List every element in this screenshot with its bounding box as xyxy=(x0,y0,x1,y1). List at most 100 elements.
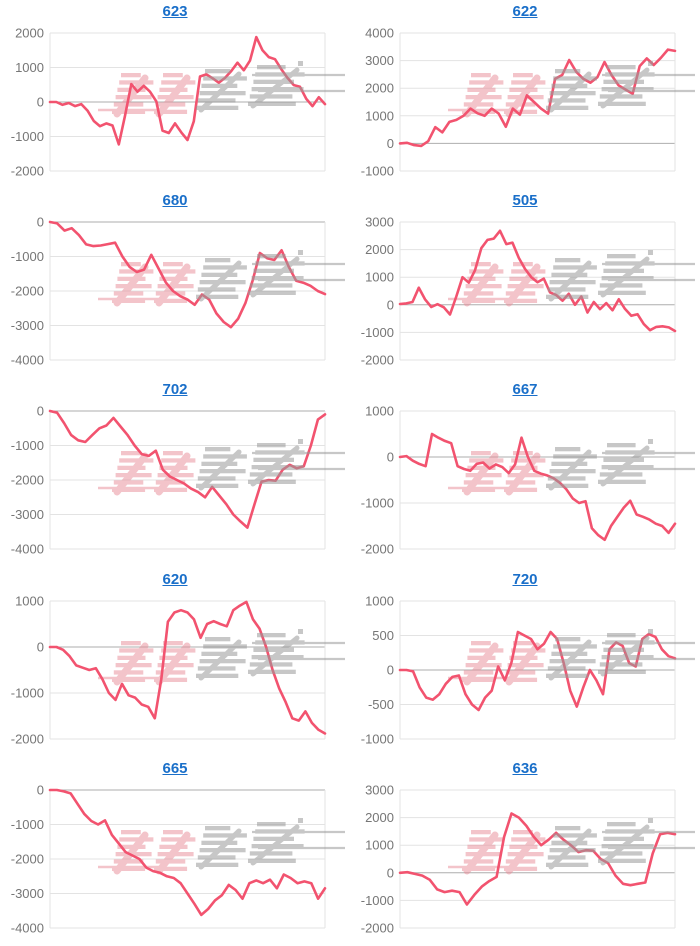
y-axis-tick-label: 1000 xyxy=(15,60,44,75)
watermark-gray xyxy=(196,439,345,491)
chart-title-row: 505 xyxy=(350,189,700,215)
y-axis-tick-label: 0 xyxy=(37,215,44,230)
chart-title-link[interactable]: 636 xyxy=(512,759,538,777)
y-axis-tick-label: 0 xyxy=(387,865,394,880)
line-chart: 3000 2000 1000 0 -1000 -2000 xyxy=(361,783,695,935)
chart-title-row: 623 xyxy=(0,0,350,26)
watermark-handakuten xyxy=(648,61,653,66)
line-chart: 0 -1000 -2000 -3000 -4000 xyxy=(11,215,345,368)
chart-title-link[interactable]: 623 xyxy=(162,3,188,20)
watermark-handakuten xyxy=(648,439,653,445)
chart-cell: 667 1000 0 -1000 -2000 xyxy=(350,378,700,567)
watermark-glyph xyxy=(154,73,196,118)
chart-title-link[interactable]: 505 xyxy=(512,192,538,210)
y-axis-tick-label: -2000 xyxy=(11,164,44,179)
chart-title-row: 665 xyxy=(0,757,350,783)
y-axis-tick-label: -1000 xyxy=(11,249,44,264)
chart-cell: 623 2000 1000 0 -1000 -2000 xyxy=(0,0,350,189)
y-axis-tick-label: -1000 xyxy=(361,893,394,908)
watermark-glyph xyxy=(196,825,247,870)
watermark-handakuten xyxy=(298,250,303,256)
y-axis-tick-label: 0 xyxy=(37,783,44,798)
y-axis-tick-label: 0 xyxy=(37,639,44,654)
watermark-pink xyxy=(98,640,196,686)
y-axis-tick-label: 1000 xyxy=(15,594,44,609)
y-axis-tick-label: -3000 xyxy=(11,507,44,522)
y-axis-tick-label: -2000 xyxy=(11,851,44,866)
y-axis-tick-label: -2000 xyxy=(11,473,44,488)
y-axis-tick-label: 3000 xyxy=(365,783,394,798)
watermark-glyph xyxy=(462,640,504,686)
y-axis-tick-label: -1000 xyxy=(361,164,394,179)
y-axis-tick-label: 1000 xyxy=(365,594,394,609)
line-chart: 2000 1000 0 -1000 -2000 xyxy=(11,26,345,179)
watermark-glyph xyxy=(196,69,247,113)
data-line xyxy=(48,600,327,735)
watermark-glyph xyxy=(546,636,597,681)
watermark-glyph xyxy=(462,829,504,875)
watermark-glyph xyxy=(154,451,196,496)
chart-title-link[interactable]: 702 xyxy=(162,381,188,399)
data-line xyxy=(398,811,677,906)
watermark-gray xyxy=(546,817,695,870)
watermark-gray xyxy=(196,628,345,681)
chart-title-link[interactable]: 665 xyxy=(162,759,188,777)
watermark-glyph xyxy=(504,829,546,875)
y-axis-tick-label: -1000 xyxy=(361,325,394,340)
y-axis-tick-label: -1000 xyxy=(361,731,394,746)
y-axis-tick-label: -500 xyxy=(368,697,394,712)
chart-title-row: 702 xyxy=(0,378,350,404)
watermark-handakuten xyxy=(648,817,653,823)
watermark-handakuten xyxy=(648,628,653,634)
watermark-pink xyxy=(448,640,546,686)
watermark-glyph xyxy=(154,262,196,307)
y-axis-tick-label: -4000 xyxy=(11,353,44,368)
watermark-pink xyxy=(98,262,196,307)
y-axis-tick-label: 0 xyxy=(387,297,394,312)
line-chart: 4000 3000 2000 1000 0 -1000 xyxy=(361,26,695,179)
y-axis-tick-label: 1000 xyxy=(365,404,394,419)
watermark-pink xyxy=(448,73,546,118)
chart-title-row: 667 xyxy=(350,378,700,404)
chart-title-link[interactable]: 667 xyxy=(512,381,538,399)
chart-title-link[interactable]: 720 xyxy=(512,570,538,588)
y-axis-tick-label: -2000 xyxy=(11,284,44,299)
line-chart: 1000 0 -1000 -2000 xyxy=(11,594,345,746)
y-axis-tick-label: 500 xyxy=(372,628,394,643)
watermark-gray xyxy=(546,250,695,302)
watermark-glyph xyxy=(598,443,655,487)
y-axis-tick-label: -3000 xyxy=(11,886,44,901)
line-chart: 3000 2000 1000 0 -1000 -2000 xyxy=(361,215,695,368)
watermark-glyph xyxy=(196,447,247,491)
watermark-glyph xyxy=(546,825,597,870)
watermark-gray xyxy=(546,439,695,491)
chart-title-row: 620 xyxy=(0,568,350,594)
chart-cell: 665 0 -1000 -2000 -3000 -4000 xyxy=(0,757,350,946)
line-chart: 0 -1000 -2000 -3000 -4000 xyxy=(11,783,345,935)
chart-title-row: 680 xyxy=(0,189,350,215)
watermark-pink xyxy=(98,829,196,875)
y-axis-tick-label: 0 xyxy=(37,95,44,110)
chart-title-link[interactable]: 620 xyxy=(162,570,188,588)
chart-cell: 702 0 -1000 -2000 -3000 -4000 xyxy=(0,378,350,567)
data-line xyxy=(398,433,677,542)
y-axis-tick-label: 1000 xyxy=(365,270,394,285)
y-axis-tick-label: -3000 xyxy=(11,318,44,333)
watermark-glyph xyxy=(248,821,305,866)
watermark-gray xyxy=(546,61,695,113)
watermark-glyph xyxy=(112,640,154,686)
y-axis-tick-label: -4000 xyxy=(11,920,44,935)
watermark-handakuten xyxy=(298,817,303,823)
data-line xyxy=(48,220,327,329)
watermark-glyph xyxy=(112,73,154,118)
y-axis-tick-label: -2000 xyxy=(361,920,394,935)
y-axis-tick-label: 3000 xyxy=(365,53,394,68)
line-chart: 0 -1000 -2000 -3000 -4000 xyxy=(11,404,345,557)
line-chart: 1000 500 0 -500 -1000 xyxy=(361,594,695,746)
chart-title-link[interactable]: 622 xyxy=(512,3,538,20)
watermark-pink xyxy=(448,451,546,496)
line-chart: 1000 0 -1000 -2000 xyxy=(361,404,695,557)
data-line xyxy=(48,788,327,916)
chart-title-link[interactable]: 680 xyxy=(162,192,188,210)
y-axis-tick-label: 0 xyxy=(387,450,394,465)
